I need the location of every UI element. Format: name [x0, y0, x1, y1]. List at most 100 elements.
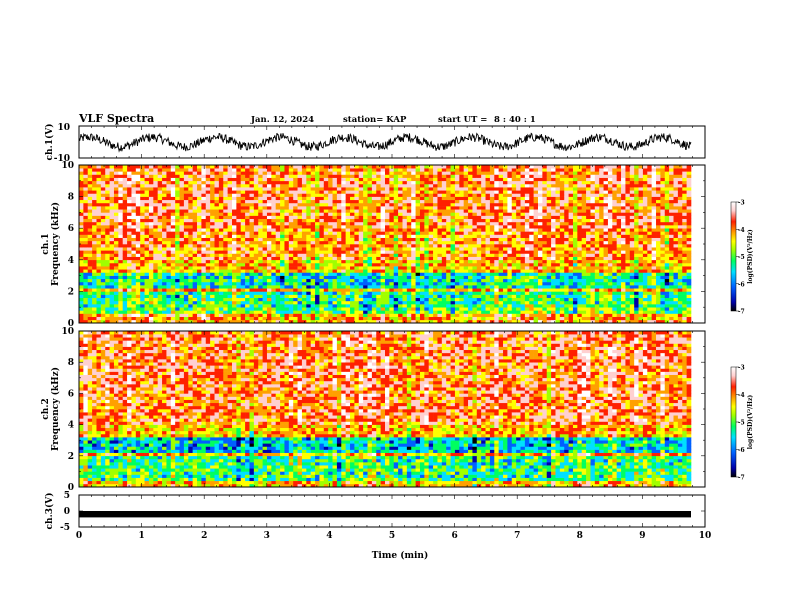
- ch1-spectrogram-cell: [481, 231, 486, 235]
- ch1-spectrogram-cell: [105, 199, 110, 204]
- ch1-spectrogram-cell: [345, 285, 351, 289]
- ch1-spectrogram-cell: [297, 240, 303, 245]
- ch1-spectrogram-cell: [100, 316, 106, 321]
- ch1-spectrogram-cell: [131, 319, 137, 324]
- ch1-spectrogram-cell: [188, 199, 193, 204]
- ch1-spectrogram-cell: [341, 165, 346, 169]
- ch1-spectrogram-cell: [358, 288, 364, 292]
- ch1-spectrogram-cell: [96, 278, 102, 283]
- ch1-spectrogram-cell: [214, 297, 220, 302]
- ch1-spectrogram-cell: [437, 281, 443, 286]
- ch1-spectrogram-cell: [131, 234, 137, 238]
- ch1-spectrogram-cell: [441, 319, 447, 324]
- ch1-spectrogram-cell: [144, 199, 150, 204]
- ch1-spectrogram-cell: [131, 199, 137, 204]
- ch1-spectrogram-cell: [188, 244, 193, 248]
- ch1-spectrogram-cell: [297, 304, 303, 308]
- ch1-spectrogram-cell: [428, 240, 434, 245]
- ch1-spectrogram-cell: [472, 275, 478, 280]
- ch1-spectrogram-cell: [240, 266, 246, 270]
- ch1-spectrogram-cell: [232, 250, 237, 254]
- ch1-spectrogram-cell: [332, 294, 338, 299]
- ch1-spectrogram-cell: [192, 294, 198, 299]
- ch1-spectrogram-cell: [87, 180, 93, 185]
- ch1-spectrogram-cell: [197, 215, 202, 220]
- ch1-spectrogram-cell: [459, 275, 464, 280]
- ch1-spectrogram-cell: [166, 250, 172, 254]
- ch1-spectrogram-cell: [485, 183, 491, 188]
- ch1-spectrogram-cell: [472, 319, 478, 324]
- ch1-spectrogram-cell: [454, 177, 460, 182]
- ch1-spectrogram-cell: [393, 310, 399, 314]
- ch1-spectrogram-cell: [188, 247, 193, 251]
- ch1-spectrogram-cell: [336, 228, 342, 232]
- ch1-spectrogram-cell: [402, 256, 408, 261]
- ch1-spectrogram-cell: [463, 212, 469, 216]
- ch1-spectrogram-cell: [450, 202, 456, 207]
- ch1-spectrogram-cell: [350, 171, 355, 175]
- ch1-spectrogram-cell: [485, 288, 491, 292]
- ch1-spectrogram-cell: [371, 237, 377, 242]
- ch1-spectrogram-cell: [201, 209, 207, 213]
- ch1-spectrogram-cell: [79, 237, 84, 242]
- ch1-spectrogram-cell: [336, 310, 342, 314]
- ch1-spectrogram-cell: [297, 262, 303, 267]
- ch1-spectrogram-cell: [105, 244, 110, 248]
- ch1-spectrogram-cell: [288, 174, 294, 178]
- ch1-spectrogram-cell: [249, 202, 255, 207]
- ch1-spectrogram-cell: [153, 294, 158, 299]
- ch1-spectrogram-cell: [476, 180, 482, 185]
- ch1-spectrogram-cell: [288, 196, 294, 201]
- ch1-spectrogram-cell: [280, 240, 285, 245]
- ch1-spectrogram-cell: [454, 237, 460, 242]
- ch1-spectrogram-cell: [83, 244, 89, 248]
- ch1-spectrogram-cell: [253, 316, 259, 321]
- ch1-spectrogram-cell: [223, 281, 228, 286]
- ch1-spectrogram-cell: [205, 228, 211, 232]
- ch1-spectrogram-cell: [197, 310, 202, 314]
- ch1-spectrogram-cell: [131, 228, 137, 232]
- ch1-spectrogram-cell: [354, 266, 360, 270]
- ch1-spectrogram-cell: [266, 193, 272, 197]
- ch1-spectrogram-cell: [253, 319, 259, 324]
- ch1-spectrogram-cell: [415, 231, 421, 235]
- ch1-spectrogram-cell: [162, 212, 167, 216]
- ch1-spectrogram-cell: [450, 272, 456, 276]
- ch1-spectrogram-cell: [157, 180, 163, 185]
- ch1-spectrogram-cell: [140, 304, 145, 308]
- ch1-spectrogram-cell: [232, 294, 237, 299]
- ch1-spectrogram-cell: [358, 319, 364, 324]
- ch1-spectrogram-cell: [332, 285, 338, 289]
- ch1-spectrogram-cell: [419, 285, 425, 289]
- ch1-spectrogram-cell: [336, 180, 342, 185]
- ch1-spectrogram-cell: [140, 206, 145, 210]
- ch1-spectrogram-cell: [393, 259, 399, 264]
- ch1-spectrogram-cell: [135, 174, 141, 178]
- ch1-spectrogram-cell: [96, 199, 102, 204]
- ch1-spectrogram-cell: [127, 165, 132, 169]
- ch1-spectrogram-cell: [367, 281, 373, 286]
- ch1-spectrogram-cell: [92, 202, 97, 207]
- ch1-spectrogram-cell: [424, 316, 430, 321]
- ch1-spectrogram-cell: [131, 206, 137, 210]
- ch1-spectrogram-cell: [183, 193, 189, 197]
- ch1-spectrogram-cell: [245, 209, 250, 213]
- ch1-spectrogram-cell: [135, 300, 141, 305]
- ch1-spectrogram-cell: [446, 294, 451, 299]
- ch1-spectrogram-cell: [162, 307, 167, 311]
- ch1-spectrogram-cell: [87, 316, 93, 321]
- ch1-spectrogram-cell: [503, 225, 508, 229]
- ch1-spectrogram-cell: [249, 193, 255, 197]
- ch1-spectrogram-cell: [240, 275, 246, 280]
- ch1-spectrogram-cell: [411, 237, 416, 242]
- ch1-spectrogram-cell: [192, 288, 198, 292]
- ch1-spectrogram-cell: [306, 215, 311, 220]
- ch1-spectrogram-cell: [153, 316, 158, 321]
- ch1-spectrogram-cell: [205, 256, 211, 261]
- ch1-spectrogram-cell: [87, 250, 93, 254]
- ch1-spectrogram-cell: [131, 165, 137, 169]
- ch1-spectrogram-cell: [332, 319, 338, 324]
- ch1-spectrogram-cell: [433, 209, 438, 213]
- ch1-spectrogram-cell: [323, 288, 329, 292]
- ch1-spectrogram-cell: [319, 193, 325, 197]
